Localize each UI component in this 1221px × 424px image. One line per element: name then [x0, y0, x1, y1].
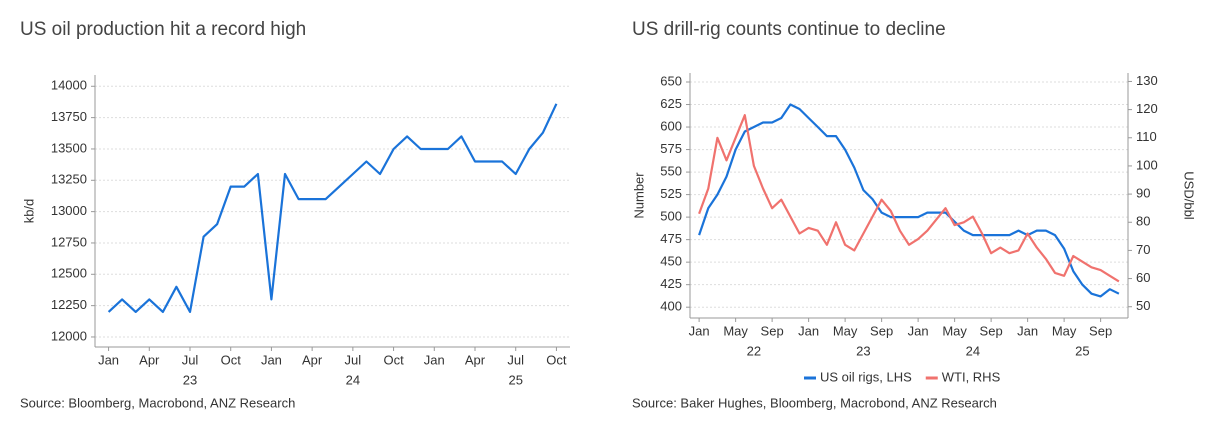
- data-line: [698, 114, 1120, 283]
- y-tick-label: 13250: [51, 172, 87, 187]
- y2-tick-label: 90: [1136, 186, 1150, 201]
- data-line: [107, 103, 558, 313]
- x-tick-label: Jan: [689, 323, 710, 338]
- data-line: [698, 103, 1120, 298]
- y2-tick-label: 50: [1136, 298, 1150, 313]
- x-tick-label: May: [833, 323, 858, 338]
- y-tick-label: 14000: [51, 78, 87, 93]
- x-tick-label: May: [723, 323, 748, 338]
- y2-tick-label: 80: [1136, 214, 1150, 229]
- y2-tick-label: 70: [1136, 242, 1150, 257]
- year-label: 25: [508, 372, 522, 387]
- x-tick-label: Sep: [761, 323, 784, 338]
- x-tick-label: Apr: [302, 352, 323, 367]
- x-tick-label: Jan: [1017, 323, 1038, 338]
- source-note: Source: Baker Hughes, Bloomberg, Macrobo…: [632, 395, 997, 410]
- y-tick-label: 600: [660, 118, 682, 133]
- year-label: 24: [966, 343, 980, 358]
- year-label: 22: [747, 343, 761, 358]
- source-note: Source: Bloomberg, Macrobond, ANZ Resear…: [20, 395, 295, 410]
- x-tick-label: Jan: [908, 323, 929, 338]
- x-tick-label: Jul: [507, 352, 524, 367]
- y2-tick-label: 100: [1136, 157, 1158, 172]
- y2-tick-label: 130: [1136, 73, 1158, 88]
- x-tick-label: Jan: [798, 323, 819, 338]
- y-tick-label: 12000: [51, 328, 87, 343]
- x-tick-label: Oct: [221, 352, 242, 367]
- x-tick-label: Sep: [1089, 323, 1112, 338]
- y2-tick-label: 120: [1136, 101, 1158, 116]
- y2-tick-label: 60: [1136, 270, 1150, 285]
- x-tick-label: Sep: [870, 323, 893, 338]
- chart-title: US drill-rig counts continue to decline: [632, 19, 946, 40]
- y-tick-label: 425: [660, 276, 682, 291]
- x-tick-label: Oct: [383, 352, 404, 367]
- y-axis-label: kb/d: [21, 199, 36, 224]
- y-tick-label: 550: [660, 164, 682, 179]
- x-tick-label: Jan: [98, 352, 119, 367]
- x-tick-label: Oct: [546, 352, 567, 367]
- x-tick-label: May: [942, 323, 967, 338]
- y2-axis-label: USD/bbl: [1182, 171, 1197, 220]
- y-tick-label: 650: [660, 73, 682, 88]
- x-tick-label: Apr: [139, 352, 160, 367]
- y-tick-label: 12250: [51, 297, 87, 312]
- y-axis-label: Number: [631, 172, 646, 219]
- y-tick-label: 400: [660, 299, 682, 314]
- y-tick-label: 500: [660, 209, 682, 224]
- y2-tick-label: 110: [1136, 129, 1157, 144]
- y-tick-label: 525: [660, 186, 682, 201]
- y-tick-label: 625: [660, 96, 682, 111]
- x-tick-label: Apr: [465, 352, 486, 367]
- year-label: 23: [856, 343, 870, 358]
- y-tick-label: 575: [660, 141, 682, 156]
- x-tick-label: Jul: [345, 352, 362, 367]
- legend-label: US oil rigs, LHS: [820, 369, 912, 384]
- y-tick-label: 13500: [51, 140, 87, 155]
- legend-label: WTI, RHS: [942, 369, 1001, 384]
- x-tick-label: Jan: [261, 352, 282, 367]
- x-tick-label: Jan: [424, 352, 445, 367]
- chart-title: US oil production hit a record high: [20, 19, 306, 40]
- year-label: 23: [183, 372, 197, 387]
- y-tick-label: 475: [660, 231, 682, 246]
- y-tick-label: 13000: [51, 203, 87, 218]
- x-tick-label: Jul: [182, 352, 199, 367]
- year-label: 24: [346, 372, 360, 387]
- x-tick-label: Sep: [980, 323, 1003, 338]
- y-tick-label: 13750: [51, 109, 87, 124]
- y-tick-label: 450: [660, 254, 682, 269]
- y-tick-label: 12500: [51, 266, 87, 281]
- year-label: 25: [1075, 343, 1089, 358]
- x-tick-label: May: [1052, 323, 1077, 338]
- y-tick-label: 12750: [51, 234, 87, 249]
